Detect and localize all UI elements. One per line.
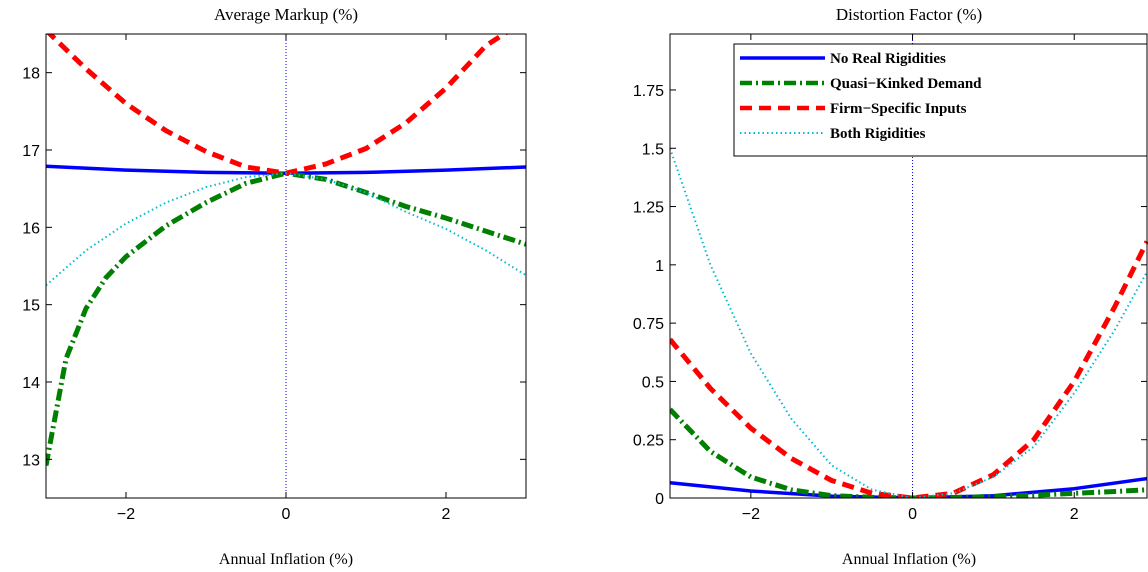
- y-tick-label: 15: [22, 298, 40, 315]
- x-axis-label: Annual Inflation (%): [842, 551, 976, 568]
- x-tick-label: 0: [908, 506, 917, 523]
- chart-title: Distortion Factor (%): [836, 5, 982, 24]
- x-tick-label: −2: [742, 506, 760, 523]
- y-tick-label: 14: [22, 375, 40, 392]
- plot-frame: [669, 33, 1148, 499]
- distortion-chart: Distortion Factor (%) Annual Inflation (…: [633, 5, 1148, 568]
- y-tick-label: 1.5: [642, 141, 664, 158]
- y-tick-label: 17: [22, 143, 40, 160]
- series-line-quasi: [46, 170, 526, 466]
- y-tick-label: 0: [655, 491, 664, 508]
- x-tick-label: 0: [282, 506, 291, 523]
- series-line-quasi: [670, 407, 1148, 498]
- markup-chart: Average Markup (%) Annual Inflation (%) …: [22, 5, 527, 568]
- y-tick-label: 16: [22, 220, 40, 237]
- x-tick-label: −2: [117, 506, 135, 523]
- legend-box: [733, 43, 1148, 157]
- series-line-firm: [670, 240, 1148, 498]
- y-tick-label: 1: [655, 258, 664, 275]
- series-line-both: [670, 147, 1148, 498]
- y-tick-label: 13: [22, 452, 40, 469]
- y-tick-label: 0.75: [633, 316, 664, 333]
- plot-area: [670, 147, 1148, 498]
- y-tick-label: 18: [22, 66, 40, 83]
- plot-area: [46, 34, 526, 466]
- legend-label: Both Rigidities: [830, 126, 926, 142]
- series-line-no_real: [670, 476, 1148, 498]
- legend-label: Quasi−Kinked Demand: [830, 76, 982, 92]
- y-tick-label: 0.5: [642, 374, 664, 391]
- x-tick-label: 2: [442, 506, 451, 523]
- chart-title: Average Markup (%): [214, 5, 358, 24]
- legend-entry-quasi: Quasi−Kinked Demand: [740, 76, 982, 92]
- y-tick-label: 1.75: [633, 83, 664, 100]
- x-axis-label: Annual Inflation (%): [219, 551, 353, 568]
- legend-entry-no_real: No Real Rigidities: [740, 51, 946, 67]
- legend-entry-firm: Firm−Specific Inputs: [740, 101, 967, 117]
- y-tick-label: 0.25: [633, 433, 664, 450]
- legend-label: No Real Rigidities: [830, 51, 946, 67]
- series-line-both: [46, 172, 526, 287]
- legend-entry-both: Both Rigidities: [740, 126, 926, 142]
- legend-label: Firm−Specific Inputs: [830, 101, 967, 117]
- series-line-firm: [46, 34, 509, 176]
- x-tick-label: 2: [1070, 506, 1079, 523]
- y-tick-label: 1.25: [633, 200, 664, 217]
- legend: No Real Rigidities Quasi−Kinked Demand Fir…: [733, 43, 1148, 157]
